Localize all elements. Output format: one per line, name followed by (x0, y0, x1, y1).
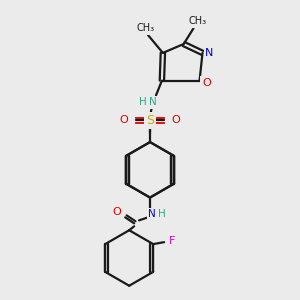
Text: O: O (120, 115, 129, 125)
Text: CH₃: CH₃ (188, 16, 207, 26)
Text: O: O (112, 207, 121, 218)
Text: H: H (158, 209, 166, 219)
Text: S: S (146, 114, 154, 127)
Text: O: O (171, 115, 180, 125)
Text: F: F (169, 236, 175, 246)
Text: N: N (148, 209, 156, 219)
Text: O: O (202, 78, 211, 88)
Text: H: H (139, 98, 147, 107)
Text: N: N (149, 98, 157, 107)
Text: CH₃: CH₃ (137, 23, 155, 33)
Text: N: N (205, 48, 214, 58)
